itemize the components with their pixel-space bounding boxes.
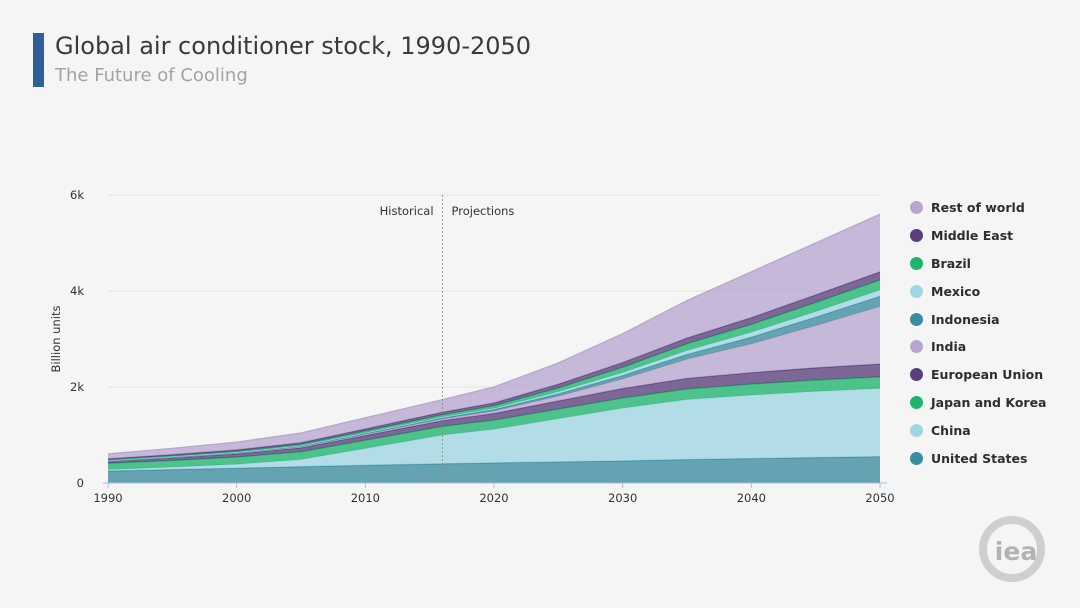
x-tick-label: 2020 [479,491,508,505]
x-tick-label: 1990 [93,491,122,505]
legend-item-india[interactable]: India [910,333,1047,361]
legend-label: European Union [931,367,1044,383]
legend-swatch [910,423,923,437]
y-axis-label: Billion units [49,306,63,373]
y-tick-label: 2k [70,380,84,394]
title-accent-bar [33,33,44,87]
legend-swatch [910,395,923,409]
legend-label: Japan and Korea [931,394,1047,410]
legend-swatch [910,284,923,298]
y-tick-label: 4k [70,284,84,298]
legend-label: Middle East [931,228,1014,244]
legend-swatch [910,312,923,326]
legend-item-china[interactable]: China [910,416,1047,444]
legend-item-indonesia[interactable]: Indonesia [910,305,1047,333]
legend-item-european-union[interactable]: European Union [910,361,1047,389]
legend-swatch [910,256,923,270]
legend-item-mexico[interactable]: Mexico [910,277,1047,305]
legend-swatch [910,340,923,354]
legend-label: China [931,422,971,438]
projections-label: Projections [452,204,515,218]
line-rest-of-world [107,213,881,455]
chart-title: Global air conditioner stock, 1990-2050 [55,32,532,60]
legend-label: Mexico [931,283,981,299]
chart-subtitle: The Future of Cooling [55,65,248,86]
logo-text: iea [995,537,1037,566]
area-japan-and-korea [108,376,880,470]
legend-label: Rest of world [931,200,1025,216]
legend-label: Indonesia [931,311,1000,327]
x-tick-label: 2010 [351,491,380,505]
legend-label: India [931,339,967,355]
iea-logo-icon: iea [979,516,1045,582]
legend-swatch [910,368,923,382]
area-united-states [108,456,880,483]
legend-swatch [910,451,923,465]
y-tick-label: 0 [77,476,84,490]
x-tick-label: 2000 [222,491,251,505]
legend-label: United States [931,450,1028,466]
legend-item-japan-and-korea[interactable]: Japan and Korea [910,389,1047,417]
legend-swatch [910,201,923,215]
x-tick-label: 2030 [608,491,637,505]
x-tick-label: 2040 [737,491,766,505]
legend-item-brazil[interactable]: Brazil [910,250,1047,278]
chart-legend: Rest of world Middle East Brazil Mexico Indo… [910,194,1047,472]
x-tick-label: 2050 [865,491,894,505]
historical-label: Historical [380,204,434,218]
legend-item-middle-east[interactable]: Middle East [910,222,1047,250]
legend-item-united-states[interactable]: United States [910,444,1047,472]
legend-item-rest-of-world[interactable]: Rest of world [910,194,1047,222]
y-tick-label: 6k [70,188,84,202]
legend-label: Brazil [931,255,971,271]
legend-swatch [910,229,923,243]
